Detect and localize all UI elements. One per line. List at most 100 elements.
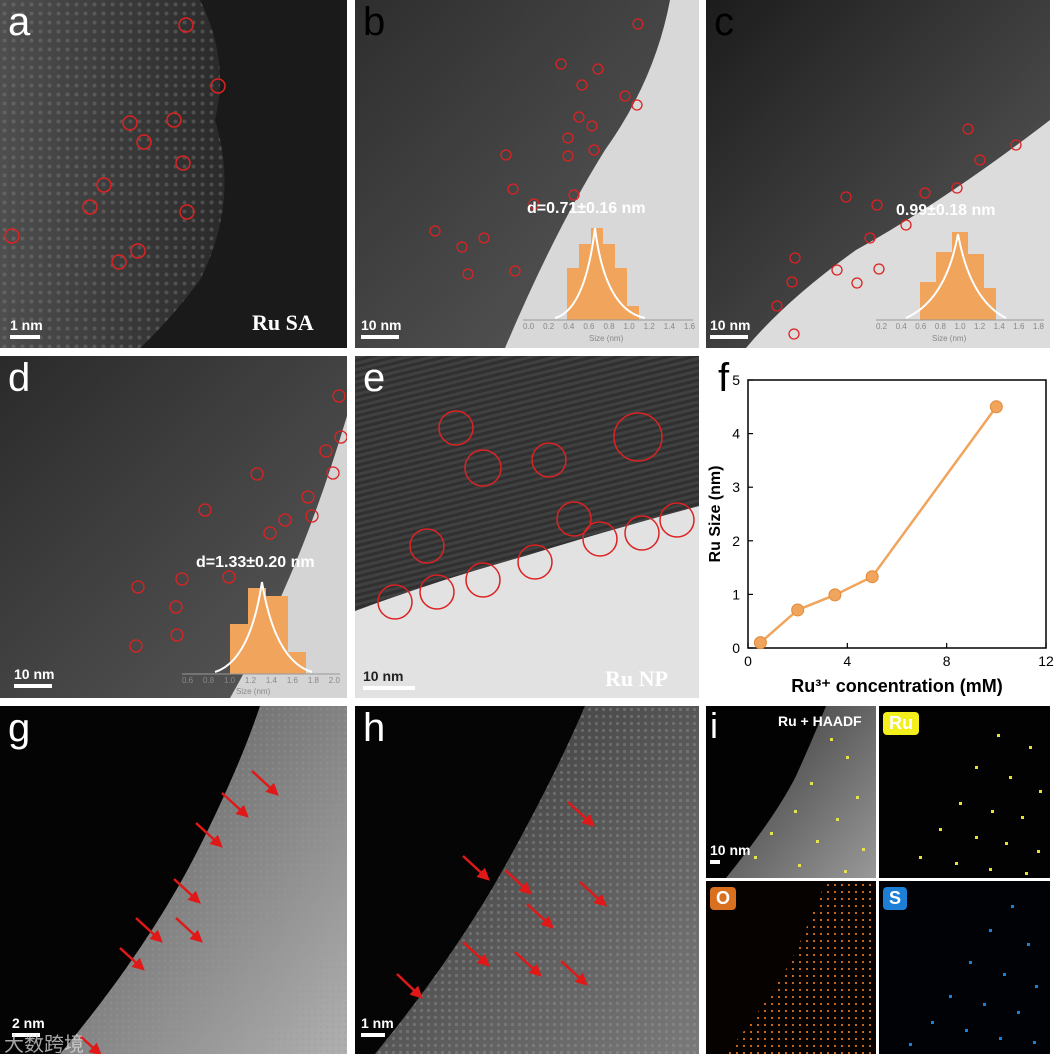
panel-a: a 1 nm Ru SA — [0, 0, 347, 348]
tick: 0.8 — [603, 322, 615, 331]
hist-xlabel: Size (nm) — [932, 334, 967, 343]
scale-label: 1 nm — [361, 1015, 394, 1031]
map-image — [706, 706, 876, 878]
scale-bar: 10 nm — [710, 842, 750, 864]
panel-d-micrograph — [0, 356, 347, 698]
scale-bar: 1 nm — [10, 317, 43, 339]
scale-label: 10 nm — [710, 317, 751, 333]
panel-letter: g — [8, 706, 31, 750]
scale-bar: 2 nm — [12, 1015, 45, 1037]
tick: 0.2 — [543, 322, 555, 331]
scale-bar: 10 nm — [363, 668, 415, 690]
tick: 1.2 — [643, 322, 655, 331]
panel-c-micrograph — [706, 0, 1050, 348]
map-image — [879, 706, 1050, 878]
tick: 1.0 — [623, 322, 635, 331]
x-axis-label: Ru³⁺ concentration (mM) — [791, 676, 1003, 696]
scale-bar: 1 nm — [361, 1015, 394, 1037]
y-tick-label: 4 — [732, 426, 740, 442]
map-label: Ru — [883, 712, 919, 735]
scale-bar: 10 nm — [14, 666, 54, 688]
tick: 0.6 — [583, 322, 595, 331]
scale-label: 10 nm — [14, 666, 55, 682]
panel-i: Ru + HAADF i 10 nm Ru O — [706, 706, 1050, 1054]
x-tick-label: 0 — [744, 653, 752, 669]
size-label: d=0.71±0.16 nm — [527, 200, 646, 217]
scale-label: 10 nm — [361, 317, 402, 333]
panel-a-micrograph — [0, 0, 347, 348]
panel-letter: d — [8, 356, 31, 400]
y-tick-label: 3 — [732, 479, 740, 495]
y-tick-label: 0 — [732, 640, 740, 656]
x-tick-label: 12 — [1038, 653, 1054, 669]
panel-f: f 0 4 8 12 0 1 2 3 4 5 Ru³⁺ concentration (mM) Ru S… — [706, 356, 1056, 704]
hist-ticks: 0.6 0.8 1.0 1.2 1.4 1.6 1.8 2.0 — [182, 676, 340, 685]
map-image — [706, 881, 876, 1054]
panel-letter: b — [363, 0, 386, 44]
x-tick-label: 4 — [843, 653, 851, 669]
panel-c: c 0.99±0.18 nm 0.2 0.4 0.6 0.8 1.0 1.2 1.4 1.6 1… — [706, 0, 1050, 348]
tick: 1.6 — [286, 676, 298, 685]
tick: 1.8 — [307, 676, 319, 685]
data-point — [828, 588, 842, 602]
panel-d: d d=1.33±0.20 nm 0.6 0.8 1.0 1.2 1.4 1.6 1.8 2.… — [0, 356, 347, 698]
panel-b-micrograph — [355, 0, 699, 348]
hist-b — [523, 227, 693, 321]
tick: 1.6 — [1013, 322, 1025, 331]
x-tick-label: 8 — [943, 653, 951, 669]
data-point — [865, 570, 879, 584]
panel-letter: f — [718, 356, 730, 400]
map-label: S — [883, 887, 908, 910]
map-label: O — [710, 887, 737, 910]
tick: 0.8 — [934, 322, 946, 331]
panel-letter: e — [363, 356, 386, 400]
tick: 1.2 — [974, 322, 986, 331]
tick: 1.6 — [683, 322, 695, 331]
tick: 2.0 — [328, 676, 340, 685]
hist-d — [182, 581, 340, 675]
tick: 1.4 — [993, 322, 1005, 331]
data-point — [791, 603, 805, 617]
sample-tag: Ru NP — [605, 666, 668, 691]
tick: 1.4 — [663, 322, 675, 331]
panel-h: h 1 nm — [355, 706, 699, 1054]
panel-letter: a — [8, 0, 31, 44]
data-point — [989, 400, 1003, 414]
map-image — [879, 881, 1050, 1054]
hist-ticks: 0.2 0.4 0.6 0.8 1.0 1.2 1.4 1.6 1.8 — [876, 322, 1044, 331]
tick: 1.0 — [954, 322, 966, 331]
plot-frame — [747, 379, 1047, 649]
tick: 0.4 — [563, 322, 575, 331]
scale-label: 10 nm — [710, 842, 751, 858]
panel-e-micrograph — [355, 356, 699, 698]
tick: 0.0 — [523, 322, 535, 331]
panel-h-micrograph — [355, 706, 699, 1054]
hist-c — [876, 232, 1044, 321]
hist-xlabel: Size (nm) — [589, 334, 624, 343]
tick: 0.4 — [895, 322, 907, 331]
tick: 1.4 — [265, 676, 277, 685]
tick: 0.6 — [182, 676, 194, 685]
size-label: d=1.33±0.20 nm — [196, 554, 315, 571]
scale-label: 10 nm — [363, 668, 404, 684]
panel-e: e 10 nm Ru NP — [355, 356, 699, 698]
y-tick-label: 2 — [732, 533, 740, 549]
tick: 1.2 — [244, 676, 257, 685]
panel-letter: i — [710, 706, 718, 746]
map-label: Ru + HAADF — [778, 713, 862, 729]
panel-letter: h — [363, 706, 386, 750]
tick: 0.2 — [876, 322, 888, 331]
hist-xlabel: Size (nm) — [236, 687, 271, 696]
hist-ticks: 0.0 0.2 0.4 0.6 0.8 1.0 1.2 1.4 1.6 — [523, 322, 695, 331]
scale-label: 1 nm — [10, 317, 43, 333]
panel-g-micrograph — [0, 706, 347, 1054]
watermark: 大数跨境 — [4, 1032, 84, 1056]
eds-map-s: S — [879, 881, 1050, 1054]
tick: 0.8 — [202, 676, 215, 685]
panel-g: g 2 nm — [0, 706, 347, 1054]
scale-label: 2 nm — [12, 1015, 45, 1031]
data-point — [753, 636, 767, 650]
tick: 1.8 — [1032, 322, 1044, 331]
scale-bar: 10 nm — [361, 317, 401, 339]
